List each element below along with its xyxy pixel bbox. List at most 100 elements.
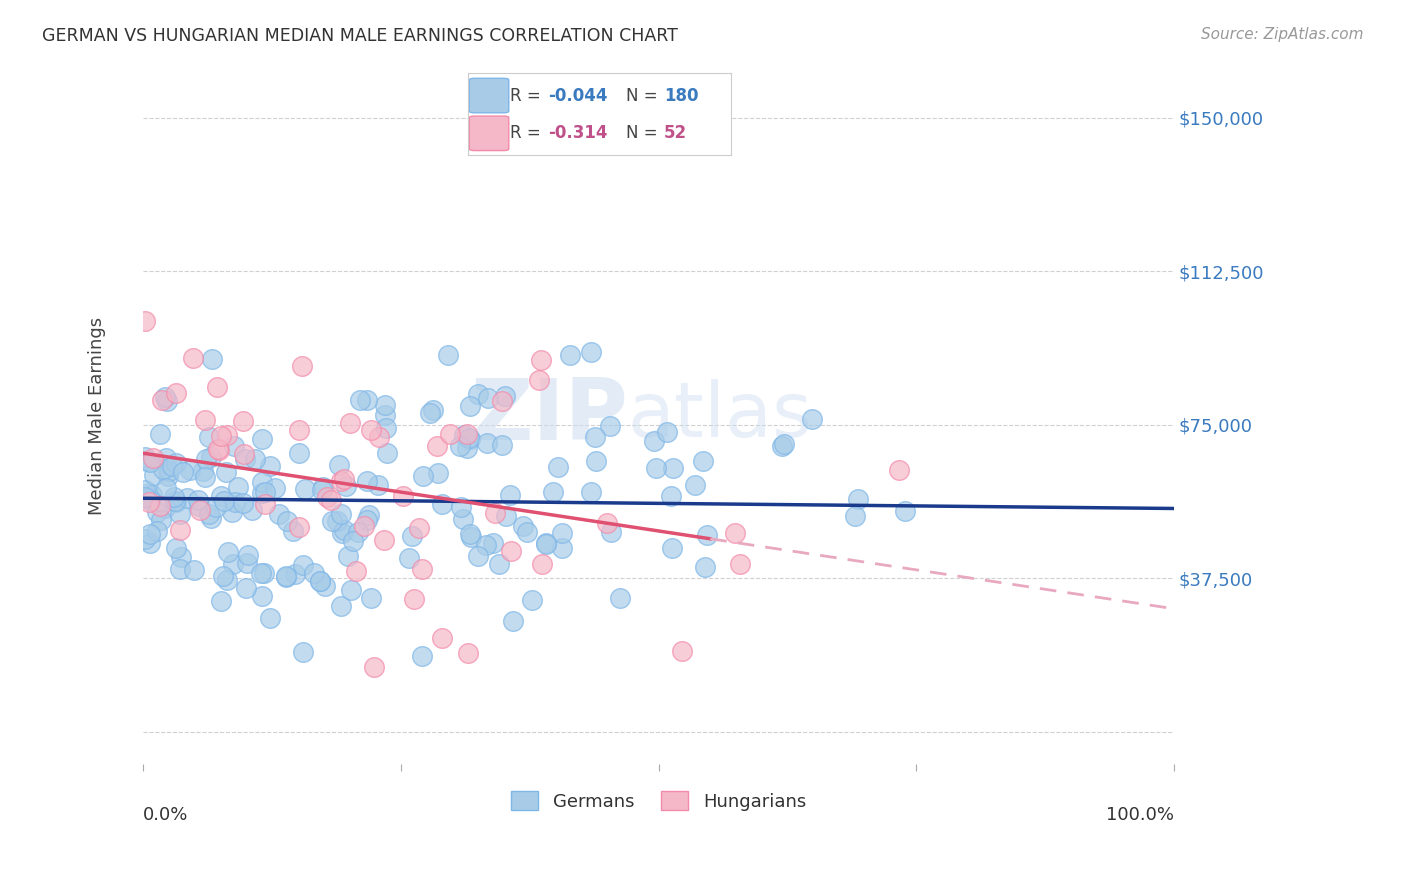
Point: [457, 431, 479, 445]
Point: [235, 582, 257, 596]
Point: [644, 461, 666, 475]
Point: [176, 491, 198, 505]
Point: [134, 314, 156, 328]
Point: [309, 574, 332, 588]
Point: [599, 525, 621, 540]
Point: [214, 465, 236, 479]
Point: [207, 380, 229, 394]
Point: [516, 525, 538, 540]
Point: [728, 557, 751, 571]
Point: [427, 466, 450, 480]
Point: [212, 494, 235, 508]
Point: [208, 443, 231, 458]
Point: [512, 519, 534, 533]
Point: [477, 435, 499, 450]
Point: [368, 429, 391, 443]
Point: [143, 467, 166, 482]
Point: [374, 408, 396, 422]
Point: [236, 548, 259, 562]
Point: [157, 465, 180, 479]
Point: [224, 495, 246, 509]
Point: [253, 485, 276, 500]
Point: [374, 398, 396, 412]
Point: [314, 579, 336, 593]
Point: [724, 526, 747, 541]
Point: [264, 481, 287, 495]
Point: [149, 426, 172, 441]
Point: [152, 462, 174, 476]
Point: [326, 514, 349, 528]
Point: [139, 455, 162, 469]
Point: [475, 538, 498, 552]
Point: [217, 427, 239, 442]
Point: [316, 490, 339, 504]
Point: [499, 543, 522, 558]
Point: [250, 590, 273, 604]
Point: [484, 506, 506, 520]
Point: [249, 566, 271, 580]
Point: [149, 499, 172, 513]
Point: [221, 557, 243, 571]
Point: [259, 458, 281, 473]
Point: [198, 430, 221, 444]
Point: [292, 558, 315, 572]
Point: [212, 569, 235, 583]
Point: [193, 464, 215, 478]
Text: atlas: atlas: [628, 379, 813, 453]
Point: [134, 532, 156, 546]
Point: [662, 461, 685, 475]
Point: [134, 483, 156, 497]
Point: [245, 451, 267, 466]
Point: [402, 592, 425, 607]
Point: [179, 463, 201, 477]
Point: [430, 631, 453, 645]
Point: [419, 407, 441, 421]
Point: [170, 549, 193, 564]
Point: [163, 490, 186, 504]
Point: [367, 477, 389, 491]
Point: [233, 447, 256, 461]
Point: [134, 490, 156, 504]
Point: [558, 348, 581, 362]
Point: [773, 437, 796, 451]
Point: [169, 523, 191, 537]
Point: [201, 351, 224, 366]
Point: [453, 428, 475, 442]
Point: [502, 614, 524, 628]
Point: [155, 394, 177, 409]
Point: [583, 430, 606, 444]
Point: [194, 413, 217, 427]
Point: [330, 508, 353, 522]
Point: [439, 426, 461, 441]
Text: Source: ZipAtlas.com: Source: ZipAtlas.com: [1201, 27, 1364, 42]
Point: [136, 454, 159, 468]
Point: [283, 524, 305, 538]
Point: [346, 524, 368, 539]
Point: [683, 478, 706, 492]
Point: [451, 512, 474, 526]
Point: [232, 414, 254, 428]
Point: [284, 566, 307, 581]
Point: [529, 373, 551, 387]
Point: [339, 416, 361, 430]
Point: [551, 541, 574, 555]
Point: [172, 466, 194, 480]
Point: [375, 446, 398, 460]
Point: [458, 526, 481, 541]
Point: [547, 459, 569, 474]
Point: [360, 423, 382, 437]
Point: [134, 450, 156, 465]
Point: [253, 566, 276, 581]
Point: [458, 432, 481, 446]
Point: [770, 440, 793, 454]
Point: [319, 492, 342, 507]
Point: [432, 497, 454, 511]
Point: [360, 591, 382, 606]
Point: [449, 439, 471, 453]
Point: [335, 478, 357, 492]
Point: [661, 541, 683, 555]
Point: [460, 530, 482, 544]
Point: [209, 429, 232, 443]
Point: [328, 458, 350, 473]
Point: [456, 441, 478, 455]
